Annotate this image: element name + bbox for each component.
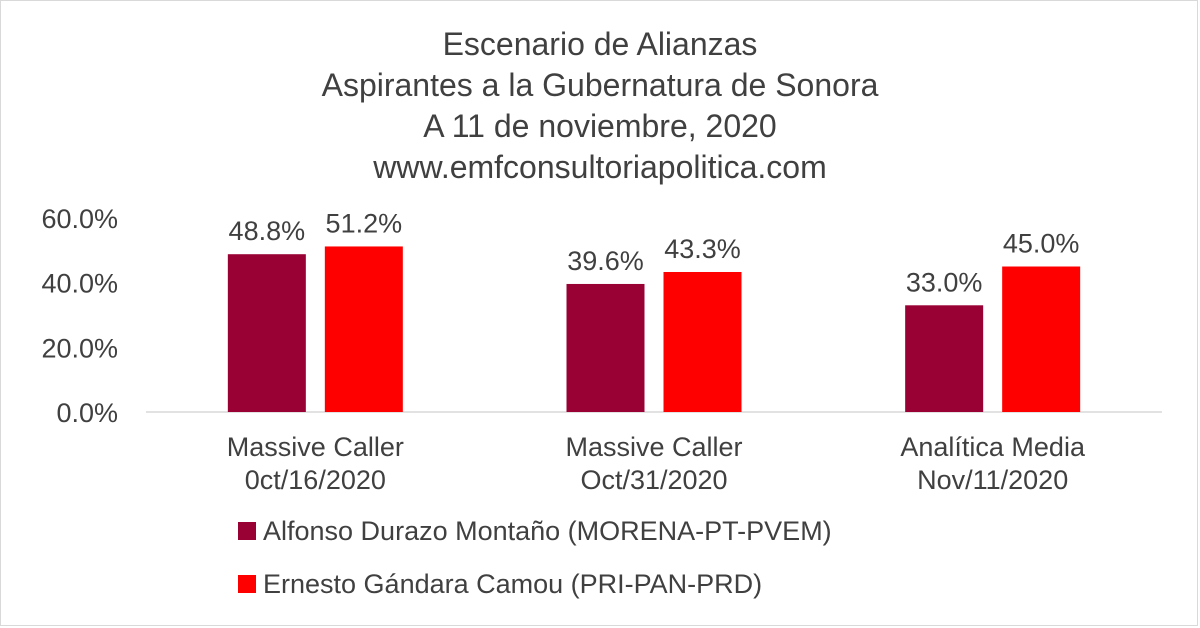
legend-label-series-1: Alfonso Durazo Montaño (MORENA-PT-PVEM) — [263, 515, 832, 546]
legend-item-series-2: Ernesto Gándara Camou (PRI-PAN-PRD) — [238, 569, 832, 599]
title-line-1: Escenario de Alianzas — [442, 26, 758, 62]
data-label: 39.6% — [567, 246, 644, 276]
bar-series-2 — [1002, 266, 1081, 412]
y-tick-label: 60.0% — [41, 204, 118, 234]
y-tick-label: 0.0% — [56, 398, 118, 428]
data-label: 33.0% — [906, 267, 983, 297]
bar-series-1 — [227, 254, 306, 412]
legend-item-series-1: Alfonso Durazo Montaño (MORENA-PT-PVEM) — [238, 516, 832, 546]
x-tick-label: 0ct/16/2020 — [245, 465, 386, 495]
data-label: 43.3% — [664, 234, 741, 264]
legend: Alfonso Durazo Montaño (MORENA-PT-PVEM) … — [238, 516, 832, 622]
y-tick-label: 20.0% — [41, 333, 118, 363]
x-tick-label: Massive Caller — [565, 432, 742, 462]
data-label: 51.2% — [326, 208, 403, 238]
title-line-4: www.emfconsultoriapolitica.com — [373, 149, 827, 185]
y-tick-label: 40.0% — [41, 269, 118, 299]
x-tick-label: Massive Caller — [227, 432, 404, 462]
bar-series-1 — [566, 283, 645, 412]
bar-series-2 — [663, 271, 742, 412]
legend-swatch-series-2 — [238, 575, 256, 593]
legend-swatch-series-1 — [238, 522, 256, 540]
x-tick-label: Nov/11/2020 — [917, 465, 1068, 495]
data-label: 45.0% — [1003, 229, 1080, 259]
title-line-3: A 11 de noviembre, 2020 — [423, 108, 777, 144]
x-tick-label: Oct/31/2020 — [580, 465, 727, 495]
chart-title: Escenario de Alianzas Aspirantes a la Gu… — [0, 24, 1200, 188]
bar-series-2 — [324, 246, 403, 412]
x-tick-label: Analítica Media — [900, 432, 1086, 462]
title-line-2: Aspirantes a la Gubernatura de Sonora — [321, 67, 879, 103]
legend-label-series-2: Ernesto Gándara Camou (PRI-PAN-PRD) — [263, 568, 763, 599]
bar-series-1 — [905, 305, 984, 412]
data-label: 48.8% — [229, 216, 306, 246]
